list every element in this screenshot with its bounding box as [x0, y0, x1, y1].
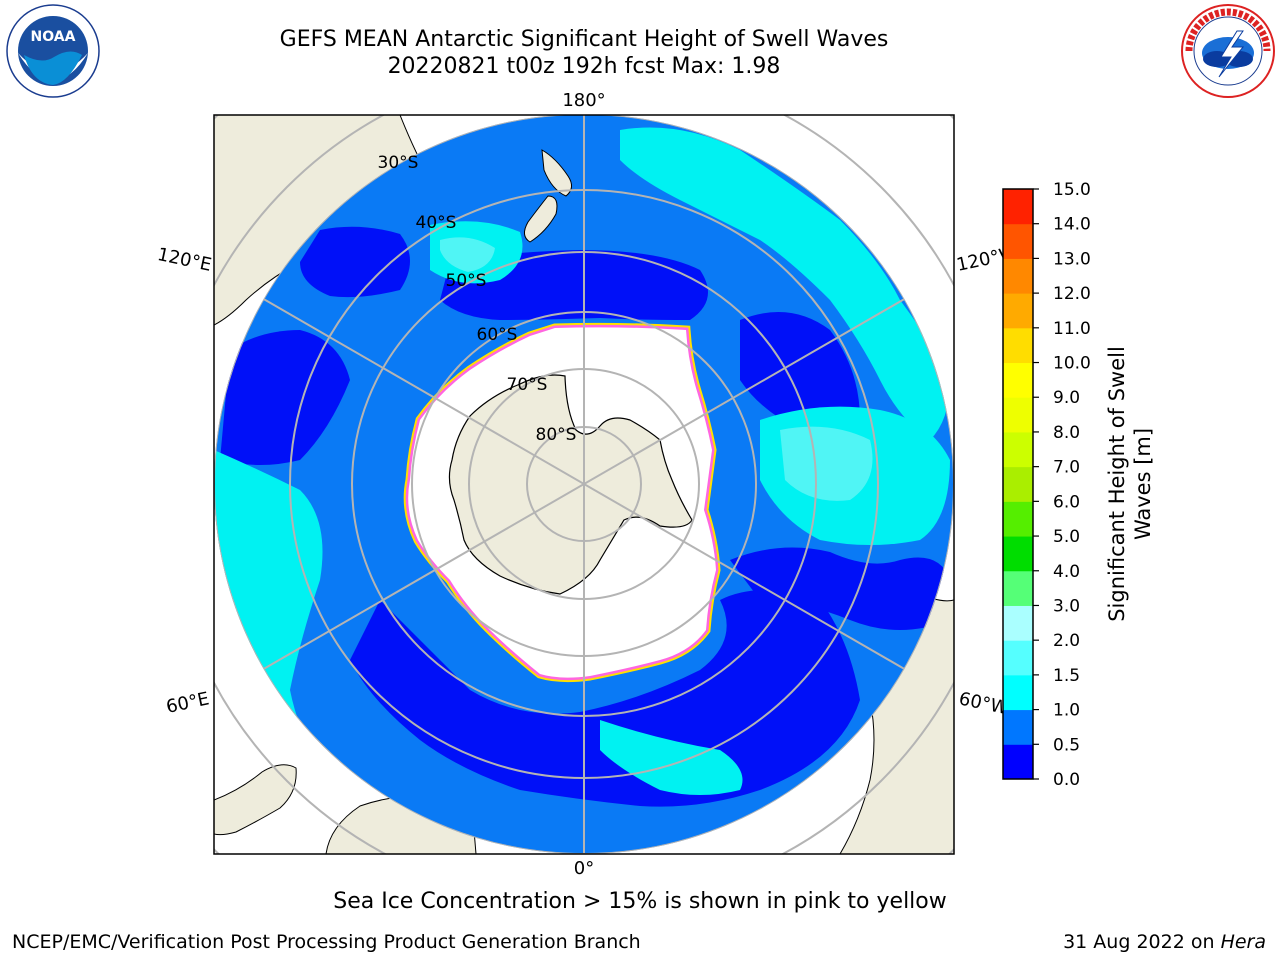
- colorbar-segment: [1003, 709, 1033, 745]
- graticule: [214, 115, 954, 854]
- map-frame: [213, 114, 955, 855]
- colorbar-tick-label: 9.0: [1053, 388, 1080, 408]
- lon-label-upper-left: 120°E: [155, 244, 213, 276]
- lon-label-lower-right: 60°W: [957, 688, 1010, 719]
- lon-label-lower-left: 60°E: [164, 688, 211, 718]
- colorbar-tick-label: 7.0: [1053, 458, 1080, 478]
- colorbar-segment: [1003, 536, 1033, 572]
- colorbar-segment: [1003, 362, 1033, 398]
- colorbar-segment: [1003, 501, 1033, 537]
- colorbar-segment: [1003, 431, 1033, 468]
- colorbar-segment: [1003, 223, 1033, 259]
- lat-label: 30°S: [378, 153, 419, 173]
- noaa-logo: NOAA: [6, 4, 100, 98]
- colorbar-tick-label: 1.5: [1053, 666, 1080, 686]
- lat-label: 50°S: [446, 271, 487, 291]
- colorbar-tick-label: 3.0: [1053, 596, 1080, 616]
- colorbar-segment: [1003, 674, 1033, 711]
- lat-label: 60°S: [477, 325, 518, 345]
- credit-date: 31 Aug 2022 on Hera: [1063, 931, 1266, 953]
- colorbar-segment: [1003, 293, 1033, 329]
- colorbar-tick-label: 14.0: [1053, 215, 1091, 235]
- colorbar-tick-label: 8.0: [1053, 423, 1080, 443]
- lon-label-bottom: 0°: [574, 858, 594, 879]
- swell-band-high: [600, 720, 743, 795]
- lon-label-top: 180°: [562, 90, 605, 111]
- colorbar-segment: [1003, 605, 1033, 641]
- colorbar: 15.0 14.0 13.0 12.0 11.0 10.0 9.0 8.0 7.0 6.0 5.0 4…: [1002, 180, 1155, 790]
- swell-band-low: [730, 547, 950, 630]
- colorbar-label-line2: Waves [m]: [1131, 428, 1155, 540]
- lat-label: 80°S: [536, 425, 577, 445]
- colorbar-tick-label: 10.0: [1053, 354, 1091, 374]
- colorbar-segment: [1003, 189, 1033, 225]
- credit-date-text: 31 Aug 2022 on: [1063, 931, 1221, 953]
- colorbar-tick-label: 12.0: [1053, 284, 1091, 304]
- colorbar-tick-label: 15.0: [1053, 180, 1091, 200]
- swell-band-highest: [440, 237, 495, 272]
- colorbar-label-line1: Significant Height of Swell: [1105, 346, 1129, 622]
- colorbar-segment: [1003, 258, 1033, 294]
- map-area: [214, 115, 954, 854]
- colorbar-tick-label: 0.5: [1053, 735, 1080, 755]
- colorbar-tick-label: 6.0: [1053, 492, 1080, 512]
- swell-band-low: [350, 590, 860, 807]
- colorbar-frame: [1002, 188, 1034, 780]
- nws-logo: [1181, 4, 1275, 98]
- lat-label: 70°S: [507, 375, 548, 395]
- colorbar-segment: [1003, 327, 1033, 364]
- colorbar-tick-label: 1.0: [1053, 701, 1080, 721]
- colorbar-segment: [1003, 640, 1033, 676]
- chart-subtitle: 20220821 t00z 192h fcst Max: 1.98: [387, 54, 781, 79]
- colorbar-segment: [1003, 744, 1033, 780]
- swell-band-high: [620, 127, 950, 440]
- lat-label: 40°S: [416, 213, 457, 233]
- colorbar-tick-label: 0.0: [1053, 770, 1080, 790]
- credit-branch: NCEP/EMC/Verification Post Processing Pr…: [12, 931, 641, 953]
- credit-machine: Hera: [1220, 931, 1266, 953]
- swell-band-low: [220, 330, 350, 465]
- new-zealand-south: [524, 195, 558, 243]
- chart-title: GEFS MEAN Antarctic Significant Height o…: [279, 27, 889, 52]
- colorbar-tick-label: 11.0: [1053, 319, 1091, 339]
- colorbar-tick-label: 13.0: [1053, 249, 1091, 269]
- madagascar-land: [214, 764, 297, 836]
- colorbar-segment: [1003, 397, 1033, 433]
- colorbar-tick-label: 2.0: [1053, 631, 1080, 651]
- colorbar-tick-label: 5.0: [1053, 527, 1080, 547]
- sea-ice-note: Sea Ice Concentration > 15% is shown in …: [333, 889, 947, 914]
- noaa-logo-text: NOAA: [31, 29, 76, 45]
- colorbar-tick-label: 4.0: [1053, 562, 1080, 582]
- new-zealand-north: [541, 149, 572, 197]
- meridian-line: [263, 298, 905, 670]
- colorbar-label: Significant Height of SwellWaves [m]: [1105, 346, 1155, 622]
- swell-band-low: [300, 226, 410, 298]
- colorbar-segment: [1003, 570, 1033, 606]
- colorbar-segment: [1003, 466, 1033, 502]
- swell-band-highest: [780, 426, 873, 501]
